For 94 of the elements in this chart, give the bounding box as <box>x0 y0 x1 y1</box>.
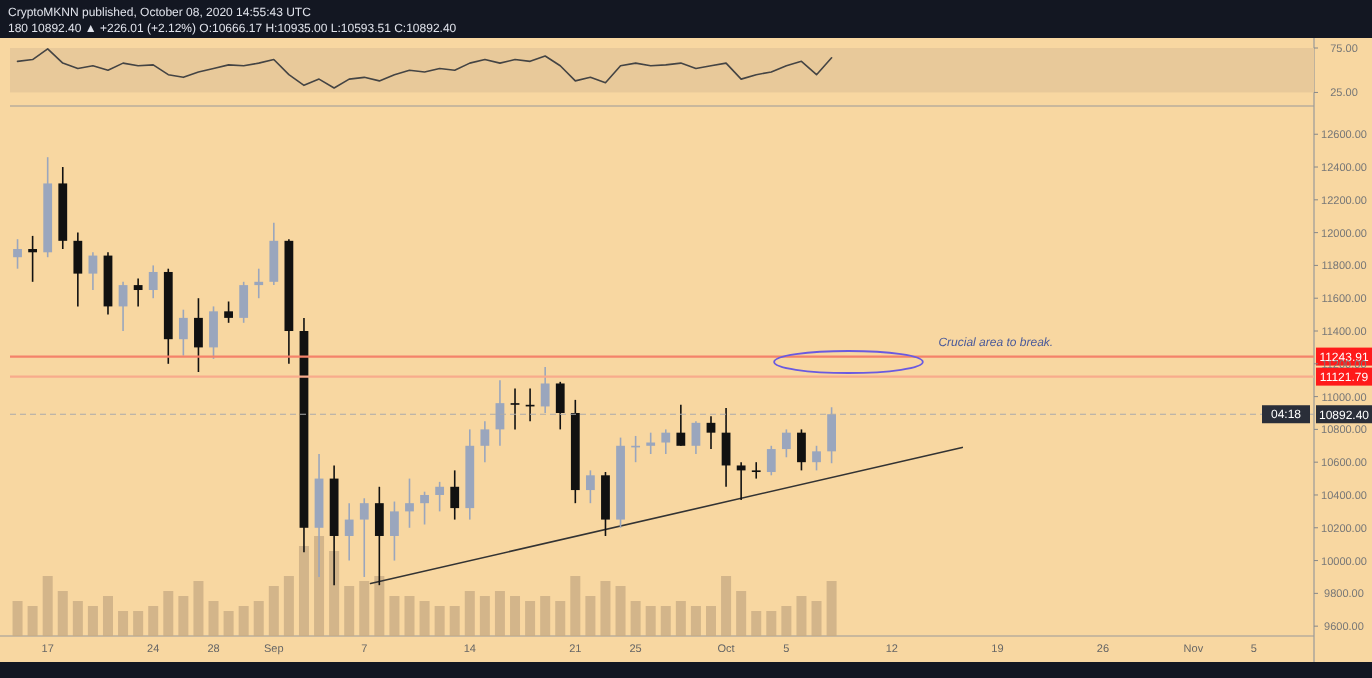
candlestick <box>540 366 550 414</box>
candlestick <box>676 404 686 447</box>
bar <box>42 576 53 636</box>
bar <box>389 596 400 636</box>
bar <box>27 606 38 636</box>
bar <box>419 601 430 636</box>
bar <box>102 596 113 636</box>
bar <box>645 606 656 636</box>
bar <box>525 601 536 636</box>
bar <box>434 606 445 636</box>
candlestick <box>450 469 460 521</box>
bar <box>600 581 611 636</box>
candlestick <box>797 428 806 472</box>
bar <box>148 606 159 636</box>
bar <box>283 576 294 636</box>
bar <box>178 596 189 636</box>
bar <box>359 581 370 636</box>
candlestick <box>269 221 279 286</box>
bar <box>781 606 792 636</box>
bar <box>796 596 807 636</box>
bar <box>329 551 340 636</box>
candlestick <box>344 502 354 562</box>
candlestick <box>706 415 716 450</box>
bar <box>374 576 385 636</box>
bar <box>721 576 732 636</box>
candlestick <box>390 500 399 562</box>
bar <box>660 606 671 636</box>
bar <box>555 601 566 636</box>
candlestick <box>766 444 776 477</box>
candlestick <box>827 406 836 465</box>
bar <box>223 611 234 636</box>
candlestick <box>73 231 83 308</box>
candlestick <box>194 297 203 373</box>
bar <box>253 601 264 636</box>
bar <box>12 601 23 636</box>
candlestick <box>585 469 595 504</box>
candlestick <box>751 461 761 480</box>
candlestick <box>254 267 264 300</box>
candlestick <box>601 471 610 537</box>
bar <box>404 596 415 636</box>
bar <box>57 591 68 636</box>
candlestick <box>736 461 746 501</box>
bar <box>826 581 837 636</box>
bar <box>464 591 475 636</box>
bar <box>298 546 309 636</box>
bar <box>690 606 701 636</box>
bar <box>268 586 279 636</box>
bar <box>193 581 204 636</box>
candlestick <box>661 428 671 455</box>
line-series <box>16 48 833 89</box>
candlestick <box>691 420 701 455</box>
candlestick <box>359 497 369 578</box>
candlestick <box>178 308 188 357</box>
bar <box>570 576 581 636</box>
candlestick <box>420 490 429 526</box>
bar <box>630 601 641 636</box>
bar <box>510 596 521 636</box>
bar <box>494 591 505 636</box>
candlestick <box>148 264 158 300</box>
bar <box>208 601 219 636</box>
candlestick <box>480 420 490 463</box>
bar <box>479 596 490 636</box>
bar <box>87 606 98 636</box>
bar <box>705 606 716 636</box>
bar <box>751 611 762 636</box>
candlestick <box>28 235 38 283</box>
candlestick <box>133 277 143 308</box>
bar <box>766 611 777 636</box>
candlestick <box>646 431 656 455</box>
candlestick <box>239 281 249 324</box>
candlestick <box>555 381 565 431</box>
candlestick <box>88 251 98 291</box>
bar <box>118 611 129 636</box>
bar <box>449 606 460 636</box>
bar <box>163 591 174 636</box>
bar <box>615 586 626 636</box>
candlestick <box>435 481 445 513</box>
bar <box>72 601 83 636</box>
candlestick <box>13 238 22 270</box>
candlestick <box>812 444 821 472</box>
bar <box>675 601 686 636</box>
bar <box>344 586 355 636</box>
candlestick <box>224 300 233 324</box>
bar <box>736 591 747 636</box>
bar <box>540 596 551 636</box>
candlestick <box>510 387 520 431</box>
candlestick <box>209 305 218 360</box>
bar <box>585 596 596 636</box>
bar <box>314 536 325 636</box>
bar <box>811 601 822 636</box>
candlestick <box>781 428 791 459</box>
candlestick <box>405 477 414 529</box>
bar <box>238 606 249 636</box>
bar <box>133 611 144 636</box>
